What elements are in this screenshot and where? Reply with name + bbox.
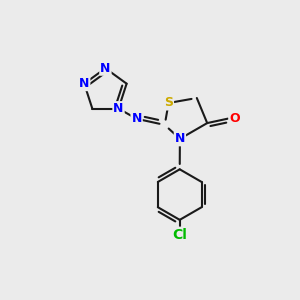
Text: O: O: [229, 112, 240, 125]
Text: Cl: Cl: [172, 228, 187, 242]
Text: N: N: [100, 62, 111, 75]
Text: N: N: [113, 102, 124, 115]
Text: N: N: [131, 112, 142, 125]
Text: N: N: [79, 77, 89, 90]
Text: S: S: [164, 97, 173, 110]
Text: N: N: [175, 132, 185, 145]
